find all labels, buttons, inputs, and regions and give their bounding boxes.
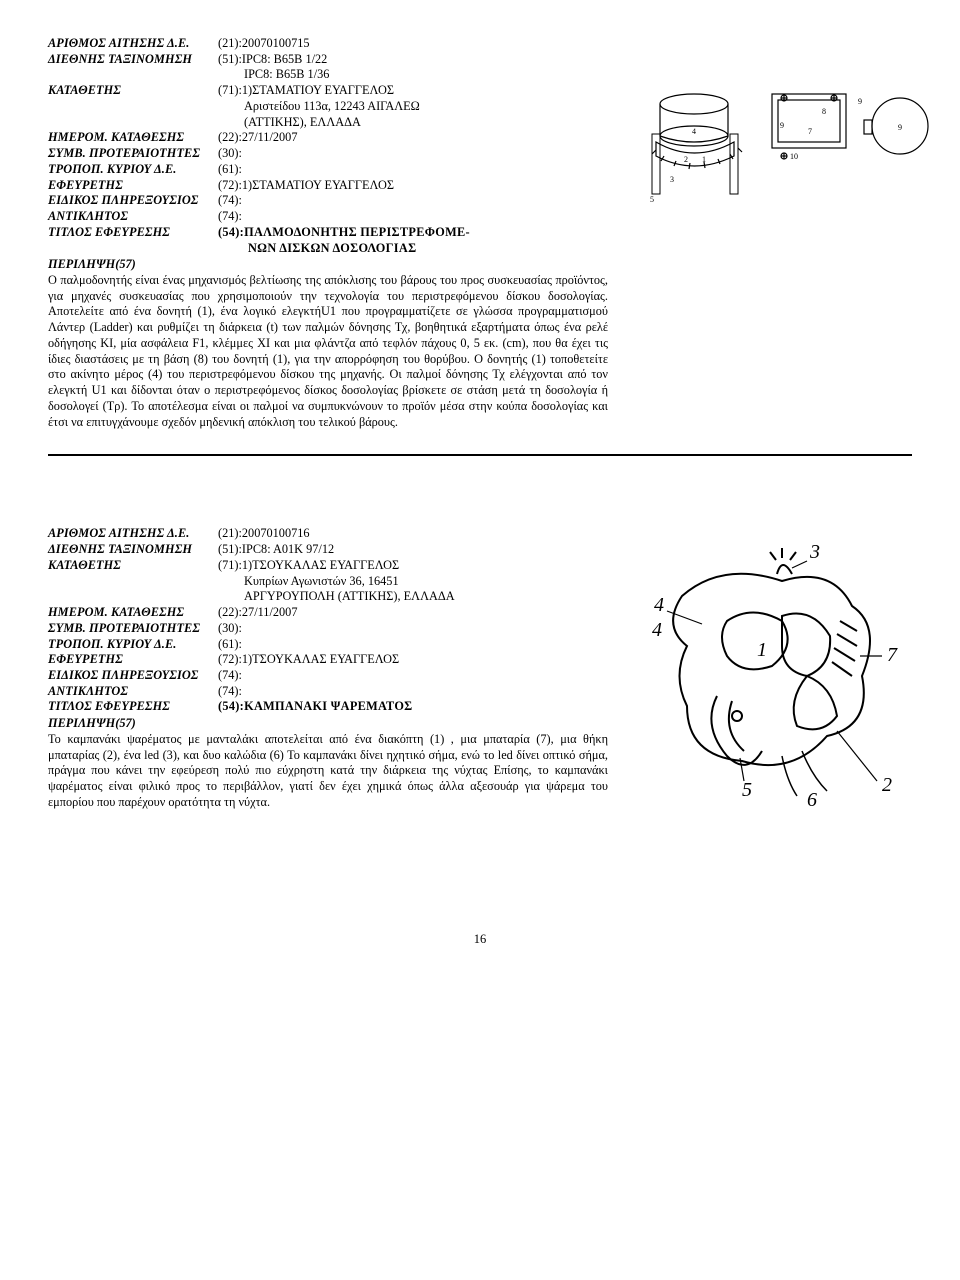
field-value: (74): [218, 193, 608, 209]
abstract-label: ΠΕΡΙΛΗΨΗ(57) [48, 257, 608, 273]
field-value: (51):IPC8: A01K 97/12 [218, 542, 608, 558]
field-label: ΑΡΙΘΜΟΣ ΑΙΤΗΣΗΣ Δ.Ε. [48, 526, 218, 542]
field-label: ΕΙΔΙΚΟΣ ΠΛΗΡΕΞΟΥΣΙΟΣ [48, 668, 218, 684]
field-value-cont: Κυπρίων Αγωνιστών 36, 16451 [218, 574, 608, 590]
svg-text:4: 4 [654, 594, 664, 616]
page-number: 16 [48, 931, 912, 947]
patent-entry: ΑΡΙΘΜΟΣ ΑΙΤΗΣΗΣ Δ.Ε. (21):20070100716 ΔΙ… [48, 526, 912, 810]
svg-text:8: 8 [822, 107, 826, 116]
field-label: ΕΦΕΥΡΕΤΗΣ [48, 178, 218, 194]
invention-title: (54):ΚΑΜΠΑΝΑΚΙ ΨΑΡΕΜΑΤΟΣ [218, 699, 608, 715]
field-value: (30): [218, 621, 608, 637]
field-value: (71):1)ΣΤΑΜΑΤΙΟΥ ΕΥΑΓΓΕΛΟΣ [218, 83, 608, 99]
field-label: ΑΝΤΙΚΛΗΤΟΣ [48, 209, 218, 225]
invention-title-cont: ΝΩΝ ΔΙΣΚΩΝ ΔΟΣΟΛΟΓΙΑΣ [48, 241, 608, 257]
field-label: ΑΝΤΙΚΛΗΤΟΣ [48, 684, 218, 700]
abstract-text: Το καμπανάκι ψαρέματος με μανταλάκι αποτ… [48, 732, 608, 811]
field-label: ΕΙΔΙΚΟΣ ΠΛΗΡΕΞΟΥΣΙΟΣ [48, 193, 218, 209]
field-label: ΤΡΟΠΟΠ. ΚΥΡΙΟΥ Δ.Ε. [48, 162, 218, 178]
field-value-cont: (ΑΤΤΙΚΗΣ), ΕΛΛΑΔΑ [218, 115, 608, 131]
svg-text:4: 4 [652, 619, 662, 641]
field-value: (21):20070100715 [218, 36, 608, 52]
patent-figure: 1 2 3 4 4 5 6 7 [632, 526, 912, 810]
field-value: (74): [218, 668, 608, 684]
svg-text:9: 9 [780, 121, 784, 130]
fields-column: ΑΡΙΘΜΟΣ ΑΙΤΗΣΗΣ Δ.Ε. (21):20070100715 ΔΙ… [48, 36, 608, 430]
field-label: ΕΦΕΥΡΕΤΗΣ [48, 652, 218, 668]
field-label: ΚΑΤΑΘΕΤΗΣ [48, 558, 218, 574]
field-label: ΤΙΤΛΟΣ ΕΦΕΥΡΕΣΗΣ [48, 225, 218, 241]
abstract-label: ΠΕΡΙΛΗΨΗ(57) [48, 716, 608, 732]
svg-text:10: 10 [790, 152, 798, 161]
svg-text:4: 4 [692, 127, 696, 136]
field-value: (71):1)ΤΣΟΥΚΑΛΑΣ ΕΥΑΓΓΕΛΟΣ [218, 558, 608, 574]
field-value: (72):1)ΣΤΑΜΑΤΙΟΥ ΕΥΑΓΓΕΛΟΣ [218, 178, 608, 194]
svg-text:5: 5 [742, 779, 752, 801]
field-value-cont: IPC8: B65B 1/36 [218, 67, 608, 83]
svg-text:1: 1 [702, 155, 706, 164]
field-value: (22):27/11/2007 [218, 130, 608, 146]
invention-title: (54):ΠΑΛΜΟΔΟΝΗΤΗΣ ΠΕΡΙΣΤΡΕΦΟΜΕ- [218, 225, 608, 241]
figure-column: 1 2 3 4 4 5 6 7 [632, 526, 912, 810]
field-value: (51):IPC8: B65B 1/22 [218, 52, 608, 68]
svg-text:3: 3 [670, 175, 674, 184]
field-label: ΣΥΜΒ. ΠΡΟΤΕΡΑΙΟΤΗΤΕΣ [48, 621, 218, 637]
field-value: (61): [218, 637, 608, 653]
svg-text:5: 5 [650, 195, 654, 204]
field-label: ΔΙΕΘΝΗΣ ΤΑΞΙΝΟΜΗΣΗ [48, 52, 218, 68]
field-label: ΤΡΟΠΟΠ. ΚΥΡΙΟΥ Δ.Ε. [48, 637, 218, 653]
field-label: ΑΡΙΘΜΟΣ ΑΙΤΗΣΗΣ Δ.Ε. [48, 36, 218, 52]
separator [48, 454, 912, 456]
field-value-cont: Αριστείδου 113α, 12243 ΑΙΓΑΛΕΩ [218, 99, 608, 115]
svg-text:1: 1 [757, 639, 767, 661]
figure-column: 4 2 1 3 5 8 7 9 10 [632, 36, 932, 430]
field-label: ΔΙΕΘΝΗΣ ΤΑΞΙΝΟΜΗΣΗ [48, 542, 218, 558]
svg-text:6: 6 [807, 789, 817, 806]
field-label: ΤΙΤΛΟΣ ΕΦΕΥΡΕΣΗΣ [48, 699, 218, 715]
field-value: (74): [218, 684, 608, 700]
field-label: ΗΜΕΡΟΜ. ΚΑΤΑΘΕΣΗΣ [48, 130, 218, 146]
svg-text:2: 2 [882, 774, 892, 796]
svg-text:7: 7 [808, 127, 812, 136]
svg-text:2: 2 [684, 155, 688, 164]
field-value-cont: ΑΡΓΥΡΟΥΠΟΛΗ (ΑΤΤΙΚΗΣ), ΕΛΛΑΔΑ [218, 589, 608, 605]
svg-text:9: 9 [898, 123, 902, 132]
field-label: ΗΜΕΡΟΜ. ΚΑΤΑΘΕΣΗΣ [48, 605, 218, 621]
svg-text:3: 3 [809, 541, 820, 563]
abstract-text: Ο παλμοδονητής είναι ένας μηχανισμός βελ… [48, 273, 608, 430]
svg-text:7: 7 [887, 644, 898, 666]
svg-text:9: 9 [858, 97, 862, 106]
field-value: (30): [218, 146, 608, 162]
patent-figure: 4 2 1 3 5 8 7 9 10 [632, 64, 932, 234]
field-value: (72):1)ΤΣΟΥΚΑΛΑΣ ΕΥΑΓΓΕΛΟΣ [218, 652, 608, 668]
field-label: ΣΥΜΒ. ΠΡΟΤΕΡΑΙΟΤΗΤΕΣ [48, 146, 218, 162]
entry-top: ΑΡΙΘΜΟΣ ΑΙΤΗΣΗΣ Δ.Ε. (21):20070100715 ΔΙ… [48, 36, 912, 430]
field-value: (22):27/11/2007 [218, 605, 608, 621]
field-value: (21):20070100716 [218, 526, 608, 542]
field-value: (61): [218, 162, 608, 178]
field-label: ΚΑΤΑΘΕΤΗΣ [48, 83, 218, 99]
fields-column: ΑΡΙΘΜΟΣ ΑΙΤΗΣΗΣ Δ.Ε. (21):20070100716 ΔΙ… [48, 526, 608, 810]
patent-entry: ΑΡΙΘΜΟΣ ΑΙΤΗΣΗΣ Δ.Ε. (21):20070100715 ΔΙ… [48, 36, 912, 430]
field-value: (74): [218, 209, 608, 225]
